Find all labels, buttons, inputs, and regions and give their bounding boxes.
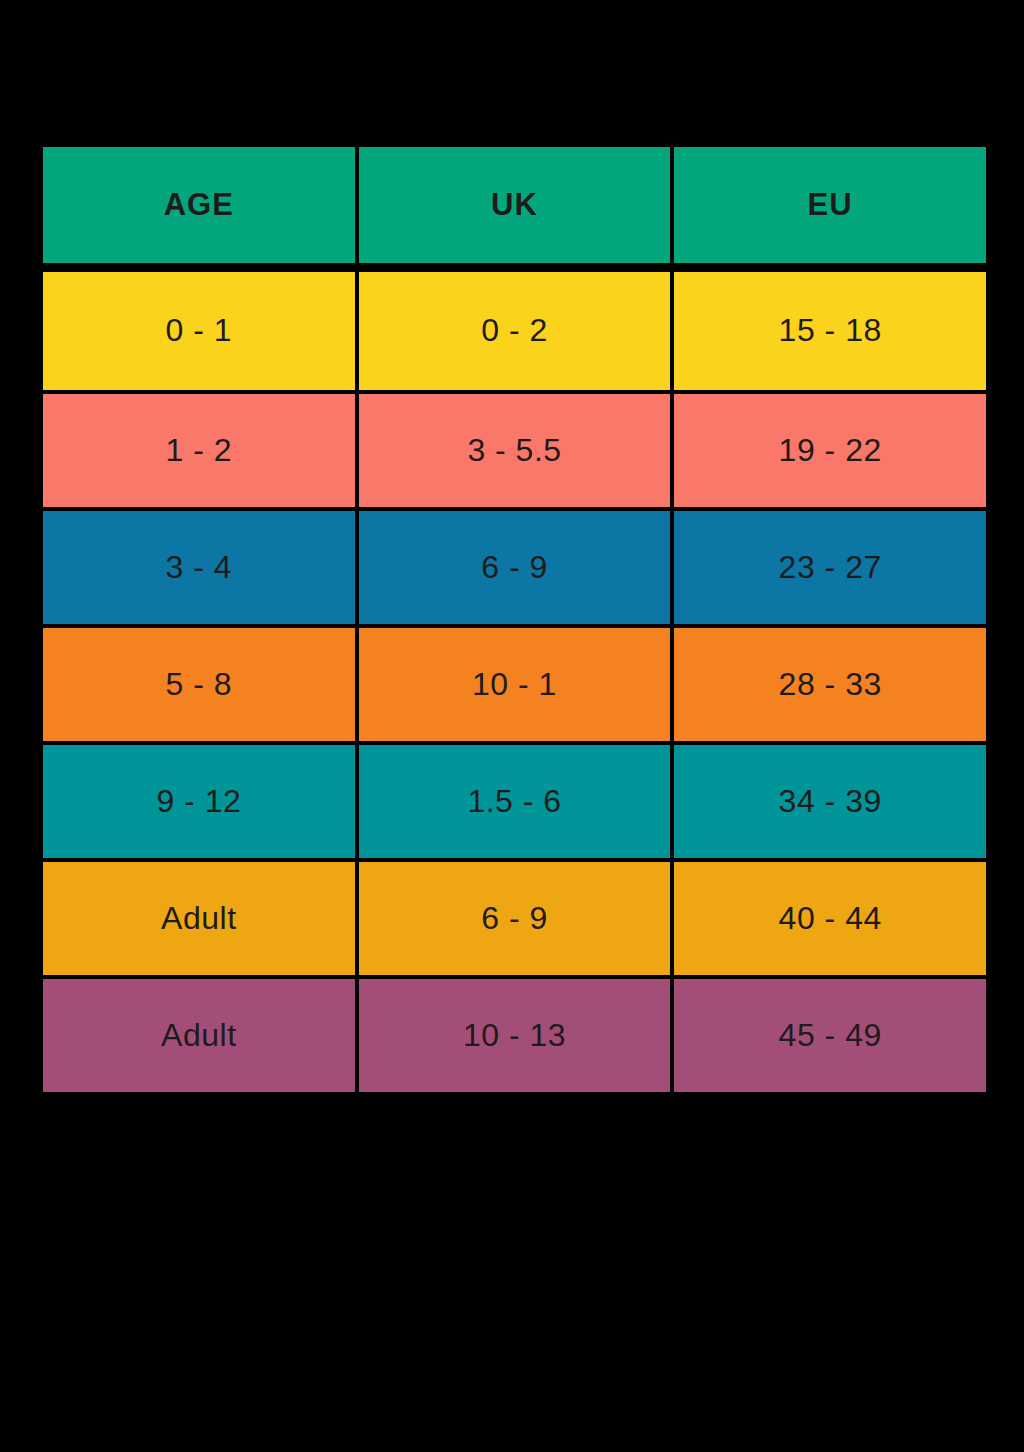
table-cell: Adult xyxy=(41,977,357,1094)
table-cell: 9 - 12 xyxy=(41,743,357,860)
table-cell: 3 - 5.5 xyxy=(357,392,673,509)
table-cell: 15 - 18 xyxy=(672,268,988,392)
table-cell: 5 - 8 xyxy=(41,626,357,743)
table-row: 3 - 46 - 923 - 27 xyxy=(41,509,988,626)
header-row: AGE UK EU xyxy=(41,145,988,268)
table-cell: 28 - 33 xyxy=(672,626,988,743)
table-row: 9 - 121.5 - 634 - 39 xyxy=(41,743,988,860)
size-conversion-table: AGE UK EU 0 - 10 - 215 - 181 - 23 - 5.51… xyxy=(39,143,990,1096)
table-cell: 3 - 4 xyxy=(41,509,357,626)
table-cell: 10 - 13 xyxy=(357,977,673,1094)
table-row: 5 - 810 - 128 - 33 xyxy=(41,626,988,743)
table-cell: 0 - 1 xyxy=(41,268,357,392)
table-header: AGE UK EU xyxy=(41,145,988,268)
table-cell: 45 - 49 xyxy=(672,977,988,1094)
table-cell: 6 - 9 xyxy=(357,509,673,626)
table-cell: 1.5 - 6 xyxy=(357,743,673,860)
table-cell: 6 - 9 xyxy=(357,860,673,977)
table-cell: Adult xyxy=(41,860,357,977)
table-row: 0 - 10 - 215 - 18 xyxy=(41,268,988,392)
header-cell-uk: UK xyxy=(357,145,673,268)
table-cell: 19 - 22 xyxy=(672,392,988,509)
header-cell-eu: EU xyxy=(672,145,988,268)
table-cell: 23 - 27 xyxy=(672,509,988,626)
table-cell: 40 - 44 xyxy=(672,860,988,977)
table-row: Adult10 - 1345 - 49 xyxy=(41,977,988,1094)
table-cell: 1 - 2 xyxy=(41,392,357,509)
header-cell-age: AGE xyxy=(41,145,357,268)
table-cell: 10 - 1 xyxy=(357,626,673,743)
table-row: Adult6 - 940 - 44 xyxy=(41,860,988,977)
table-cell: 34 - 39 xyxy=(672,743,988,860)
table-body: 0 - 10 - 215 - 181 - 23 - 5.519 - 223 - … xyxy=(41,268,988,1095)
table-row: 1 - 23 - 5.519 - 22 xyxy=(41,392,988,509)
table-cell: 0 - 2 xyxy=(357,268,673,392)
